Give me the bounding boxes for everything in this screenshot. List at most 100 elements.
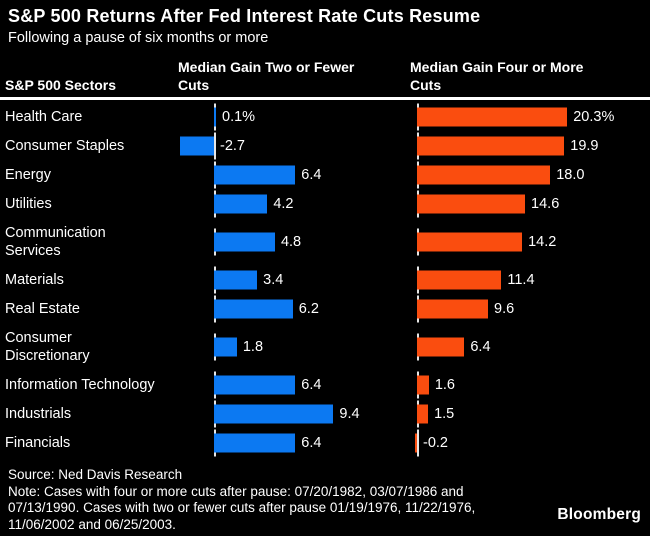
two-or-fewer-zone: 6.4 <box>178 428 414 457</box>
four-or-more-value-label: 1.5 <box>434 405 455 422</box>
sector-label: Consumer Staples <box>5 137 125 154</box>
sector-label: Communication Services <box>5 224 106 259</box>
chart-rows: Health Care 0.1% 20.3% Consumer Staples -2.7… <box>0 102 650 457</box>
four-or-more-bar <box>417 375 429 394</box>
chart-row: Energy 6.4 18.0 <box>0 160 650 189</box>
two-or-fewer-bar <box>214 299 293 318</box>
two-or-fewer-zone: 1.8 <box>178 323 414 370</box>
four-or-more-column-header: Median Gain Four or More Cuts <box>410 59 584 93</box>
four-or-more-zone: 18.0 <box>414 160 650 189</box>
two-or-fewer-zone: 4.8 <box>178 218 414 265</box>
footer: Source: Ned Davis Research Note: Cases w… <box>8 467 513 533</box>
four-or-more-bar <box>417 194 526 213</box>
four-or-more-value-label: 14.6 <box>531 195 560 212</box>
sector-label: Real Estate <box>5 300 80 317</box>
two-or-fewer-zone: 9.4 <box>178 399 414 428</box>
two-or-fewer-bar <box>214 337 237 356</box>
two-or-fewer-zone: 0.1% <box>178 102 414 131</box>
sector-label: Utilities <box>5 195 52 212</box>
four-or-more-value-label: -0.2 <box>423 434 448 451</box>
four-or-more-value-label: 9.6 <box>494 300 515 317</box>
note-text: Note: Cases with four or more cuts after… <box>8 483 476 532</box>
sector-label: Materials <box>5 271 64 288</box>
two-or-fewer-axis-tick <box>214 132 216 159</box>
two-or-fewer-zone: 6.4 <box>178 160 414 189</box>
two-or-fewer-zone: 6.4 <box>178 370 414 399</box>
two-or-fewer-value-label: 6.2 <box>298 300 319 317</box>
column-headers: S&P 500 Sectors Median Gain Two or Fewer… <box>0 54 650 96</box>
four-or-more-bar <box>417 136 565 155</box>
source-text: Source: Ned Davis Research <box>8 467 183 482</box>
two-or-fewer-column-header: Median Gain Two or Fewer Cuts <box>178 59 355 93</box>
four-or-more-bar <box>417 299 489 318</box>
chart-title: S&P 500 Returns After Fed Interest Rate … <box>8 6 481 26</box>
four-or-more-bar <box>417 107 568 126</box>
sectors-column-header: S&P 500 Sectors <box>5 77 117 93</box>
chart-row: Consumer Staples -2.7 19.9 <box>0 131 650 160</box>
four-or-more-value-label: 18.0 <box>556 166 585 183</box>
sector-label: Energy <box>5 166 51 183</box>
header-divider <box>0 97 650 100</box>
sector-label: Health Care <box>5 108 83 125</box>
four-or-more-axis-tick <box>417 429 419 456</box>
four-or-more-bar <box>417 165 551 184</box>
chart-subtitle: Following a pause of six months or more <box>8 30 269 46</box>
chart-row: Industrials 9.4 1.5 <box>0 399 650 428</box>
two-or-fewer-value-label: 9.4 <box>339 405 360 422</box>
four-or-more-value-label: 20.3% <box>573 108 615 125</box>
two-or-fewer-value-label: 6.4 <box>301 434 322 451</box>
four-or-more-value-label: 19.9 <box>570 137 599 154</box>
four-or-more-zone: 11.4 <box>414 265 650 294</box>
chart-row: Materials 3.4 11.4 <box>0 265 650 294</box>
two-or-fewer-zone: 4.2 <box>178 189 414 218</box>
four-or-more-zone: -0.2 <box>414 428 650 457</box>
four-or-more-value-label: 6.4 <box>470 338 491 355</box>
four-or-more-bar <box>417 232 523 251</box>
two-or-fewer-bar <box>214 194 268 213</box>
four-or-more-value-label: 11.4 <box>507 271 535 288</box>
four-or-more-bar <box>417 270 502 289</box>
chart-row: Financials 6.4 -0.2 <box>0 428 650 457</box>
two-or-fewer-value-label: 6.4 <box>301 376 322 393</box>
sector-label: Industrials <box>5 405 72 422</box>
two-or-fewer-value-label: 3.4 <box>263 271 284 288</box>
two-or-fewer-value-label: 4.8 <box>280 233 302 250</box>
two-or-fewer-bar <box>214 270 258 289</box>
sector-label: Information Technology <box>5 376 155 393</box>
four-or-more-bar <box>415 433 417 452</box>
two-or-fewer-value-label: 0.1% <box>222 108 256 125</box>
chart-row: Information Technology 6.4 1.6 <box>0 370 650 399</box>
chart-row: Health Care 0.1% 20.3% <box>0 102 650 131</box>
two-or-fewer-value-label: 6.4 <box>301 166 322 183</box>
four-or-more-value-label: 14.2 <box>528 233 557 250</box>
chart-row: Real Estate 6.2 9.6 <box>0 294 650 323</box>
two-or-fewer-bar <box>214 232 275 251</box>
four-or-more-zone: 6.4 <box>414 323 650 370</box>
two-or-fewer-zone: 3.4 <box>178 265 414 294</box>
sector-label: Consumer Discretionary <box>5 329 90 364</box>
two-or-fewer-bar <box>214 107 216 126</box>
four-or-more-zone: 1.6 <box>414 370 650 399</box>
four-or-more-bar <box>417 337 465 356</box>
chart-row: Utilities 4.2 14.6 <box>0 189 650 218</box>
chart-row: Communication Services 4.8 14.2 <box>0 218 650 265</box>
bloomberg-logo: Bloomberg <box>557 506 641 523</box>
four-or-more-zone: 14.6 <box>414 189 650 218</box>
four-or-more-zone: 20.3% <box>414 102 650 131</box>
four-or-more-zone: 9.6 <box>414 294 650 323</box>
two-or-fewer-zone: -2.7 <box>178 131 414 160</box>
two-or-fewer-value-label: -2.7 <box>220 137 245 154</box>
four-or-more-bar <box>417 404 429 423</box>
two-or-fewer-zone: 6.2 <box>178 294 414 323</box>
four-or-more-value-label: 1.6 <box>434 376 455 393</box>
chart-row: Consumer Discretionary 1.8 6.4 <box>0 323 650 370</box>
two-or-fewer-bar <box>214 404 334 423</box>
two-or-fewer-bar <box>179 136 214 155</box>
bar-chart: Health Care 0.1% 20.3% Consumer Staples -2.7… <box>0 102 650 457</box>
two-or-fewer-bar <box>214 165 296 184</box>
two-or-fewer-value-label: 4.2 <box>273 195 294 212</box>
four-or-more-zone: 1.5 <box>414 399 650 428</box>
two-or-fewer-bar <box>214 375 296 394</box>
two-or-fewer-bar <box>214 433 296 452</box>
